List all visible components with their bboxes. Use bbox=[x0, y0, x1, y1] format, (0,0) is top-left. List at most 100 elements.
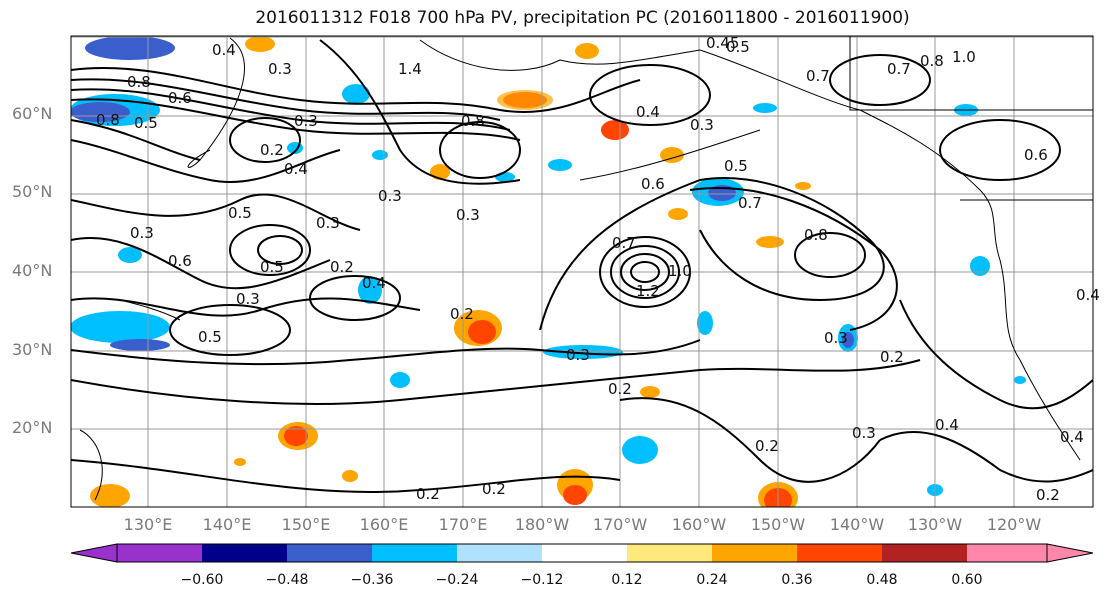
graticule bbox=[71, 36, 1093, 507]
contour-label: 0.3 bbox=[268, 60, 292, 78]
contour-label: 0.2 bbox=[450, 305, 474, 323]
contour-label: 0.4 bbox=[284, 160, 308, 178]
colorbar-tick: −0.36 bbox=[350, 572, 394, 588]
contour-label: 0.8 bbox=[127, 73, 151, 91]
colorbar-segment bbox=[797, 544, 882, 562]
pv-contours bbox=[71, 39, 1093, 493]
contour-label: 0.3 bbox=[378, 187, 402, 205]
contour-label: 0.4 bbox=[212, 41, 236, 59]
lat-label: 20°N bbox=[12, 418, 53, 437]
colorbar-segment bbox=[117, 544, 202, 562]
colorbar-segment bbox=[882, 544, 967, 562]
colorbar-tick: −0.60 bbox=[180, 572, 224, 588]
colorbar-segment bbox=[542, 544, 627, 562]
lon-label: 160°E bbox=[359, 515, 409, 534]
map-content bbox=[71, 36, 1093, 507]
lon-label: 160°W bbox=[671, 515, 727, 534]
contour-label: 0.2 bbox=[416, 485, 440, 503]
contour-label: 0.7 bbox=[612, 234, 636, 252]
contour-label: 0.3 bbox=[456, 206, 480, 224]
contour-label: 0.2 bbox=[330, 258, 354, 276]
lon-label: 140°E bbox=[202, 515, 252, 534]
map-frame bbox=[70, 35, 1094, 508]
lon-label: 120°W bbox=[986, 515, 1042, 534]
contour-label: 1.4 bbox=[398, 60, 422, 78]
contour-label: 0.5 bbox=[134, 114, 158, 132]
lat-label: 60°N bbox=[12, 104, 53, 123]
contour-label: 0.3 bbox=[130, 224, 154, 242]
lon-label: 180°W bbox=[514, 515, 570, 534]
contour-label: 0.7 bbox=[806, 67, 830, 85]
contour-label: 0.4 bbox=[1060, 428, 1084, 446]
lon-label: 150°W bbox=[750, 515, 806, 534]
colorbar-tick: −0.48 bbox=[265, 572, 309, 588]
colorbar-min-arrow bbox=[70, 543, 118, 563]
colorbar-tick: 0.60 bbox=[951, 572, 983, 588]
lat-label: 30°N bbox=[12, 340, 53, 359]
contour-label: 0.6 bbox=[1024, 146, 1048, 164]
contour-label: 0.7 bbox=[887, 60, 911, 78]
lon-label: 170°E bbox=[438, 515, 488, 534]
colorbar bbox=[70, 543, 1094, 563]
lon-label: 170°W bbox=[592, 515, 648, 534]
contour-label: 0.3 bbox=[566, 346, 590, 364]
colorbar-segment bbox=[287, 544, 372, 562]
lat-label: 50°N bbox=[12, 182, 53, 201]
contour-label: 0.5 bbox=[724, 157, 748, 175]
colorbar-tick: 0.12 bbox=[611, 572, 643, 588]
colorbar-segment bbox=[202, 544, 287, 562]
contour-label: 0.3 bbox=[294, 112, 318, 130]
colorbar-tick: 0.24 bbox=[696, 572, 728, 588]
contour-label: 0.3 bbox=[852, 424, 876, 442]
contour-label: 0.8 bbox=[96, 111, 120, 129]
contour-label: 0.4 bbox=[362, 274, 386, 292]
contour-label: 0.3 bbox=[316, 214, 340, 232]
contour-label: 0.5 bbox=[726, 38, 750, 56]
contour-label: 0.3 bbox=[236, 290, 260, 308]
contour-label: 0.6 bbox=[641, 175, 665, 193]
contour-label: 0.7 bbox=[738, 194, 762, 212]
contour-label: 1.0 bbox=[668, 262, 692, 280]
contour-label: 0.6 bbox=[168, 252, 192, 270]
colorbar-tick: −0.24 bbox=[435, 572, 479, 588]
contour-label-group: 0.4 0.3 0.8 0.6 0.8 0.5 1.4 0.8 0.45 0.5… bbox=[96, 34, 1100, 504]
contour-label: 0.4 bbox=[1076, 286, 1100, 304]
colorbar-segment bbox=[372, 544, 457, 562]
contour-label: 0.5 bbox=[228, 204, 252, 222]
contour-label: 0.45 bbox=[706, 34, 739, 52]
contour-label: 0.5 bbox=[260, 258, 284, 276]
colorbar-tick: −0.12 bbox=[520, 572, 564, 588]
colorbar-segment bbox=[457, 544, 542, 562]
lon-label: 130°E bbox=[123, 515, 173, 534]
lat-label: 40°N bbox=[12, 261, 53, 280]
contour-label: 0.5 bbox=[198, 328, 222, 346]
contour-label: 0.8 bbox=[920, 52, 944, 70]
precip-shading bbox=[71, 36, 1026, 507]
lon-label: 150°E bbox=[281, 515, 331, 534]
lon-label: 140°W bbox=[829, 515, 885, 534]
contour-label: 0.3 bbox=[824, 329, 848, 347]
contour-label: 0.4 bbox=[935, 416, 959, 434]
contour-label: 0.3 bbox=[690, 116, 714, 134]
contour-label: 0.2 bbox=[260, 141, 284, 159]
contour-label: 0.4 bbox=[636, 103, 660, 121]
colorbar-tick: 0.36 bbox=[781, 572, 813, 588]
contour-label: 0.2 bbox=[608, 380, 632, 398]
contour-label: 0.8 bbox=[804, 226, 828, 244]
colorbar-tick: 0.48 bbox=[866, 572, 898, 588]
lon-label: 130°W bbox=[907, 515, 963, 534]
contour-label: 1.2 bbox=[636, 282, 660, 300]
contour-label: 0.2 bbox=[1036, 486, 1060, 504]
contour-label: 0.6 bbox=[168, 89, 192, 107]
contour-label: 1.0 bbox=[952, 48, 976, 66]
map-title: 2016011312 F018 700 hPa PV, precipitatio… bbox=[255, 8, 910, 28]
contour-label: 0.2 bbox=[482, 480, 506, 498]
colorbar-segment bbox=[967, 544, 1047, 562]
contour-label: 0.2 bbox=[755, 437, 779, 455]
contour-label: 0.2 bbox=[880, 348, 904, 366]
colorbar-max-arrow bbox=[1046, 543, 1094, 563]
colorbar-segment bbox=[712, 544, 797, 562]
contour-label: 0.8 bbox=[461, 112, 485, 130]
colorbar-segment bbox=[627, 544, 712, 562]
